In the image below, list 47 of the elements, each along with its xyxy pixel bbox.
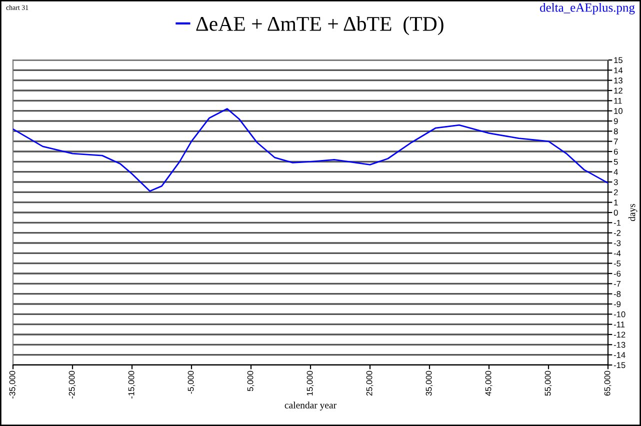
y-tick-label: -4	[614, 250, 621, 256]
y-tick-label: -2	[614, 230, 621, 236]
y-tick-label: 4	[614, 169, 618, 175]
y-tick-label: -1	[614, 220, 621, 226]
y-axis-title: days	[628, 204, 638, 222]
x-tick-label: -5,000	[188, 370, 195, 394]
y-tick-label: 0	[614, 210, 618, 216]
x-tick-label: -35,000	[9, 370, 16, 398]
y-tick-label: -15	[614, 362, 626, 368]
y-tick-label: 5	[614, 158, 618, 165]
y-tick-label: -9	[614, 301, 621, 308]
x-tick-label: -25,000	[68, 370, 76, 398]
y-tick-label: 1	[614, 200, 618, 206]
y-tick-label: -11	[614, 322, 625, 328]
x-tick-label: -15,000	[128, 370, 136, 398]
y-tick-label: -10	[614, 311, 626, 318]
y-tick-label: -6	[614, 270, 621, 277]
y-tick-label: 7	[614, 138, 618, 144]
y-tick-label: 13	[614, 78, 622, 84]
y-tick-label: 2	[614, 189, 618, 196]
y-tick-label: 8	[614, 128, 618, 134]
y-tick-label: -3	[614, 240, 621, 246]
y-tick-label: 14	[614, 67, 623, 74]
y-tick-label: 9	[614, 118, 618, 124]
y-tick-label: -13	[614, 342, 626, 348]
y-tick-label: 11	[614, 98, 622, 104]
x-tick-label: 25,000	[366, 370, 374, 396]
line-series	[13, 108, 608, 192]
text: delta_eAEplus.png	[540, 3, 635, 14]
x-axis-title: calendar year	[284, 402, 336, 410]
y-tick-label: 15	[614, 57, 622, 64]
y-tick-label: 12	[614, 88, 622, 94]
x-tick-label: 45,000	[485, 370, 492, 396]
x-tick-label: 65,000	[604, 370, 612, 396]
y-tick-label: 6	[614, 148, 618, 155]
x-tick-label: 55,000	[544, 370, 552, 396]
y-tick-label: -7	[614, 280, 621, 287]
y-tick-label: -12	[614, 332, 626, 338]
y-tick-label: 10	[614, 108, 622, 114]
legend-label: ΔeAE + ΔmTE + ΔbTE (TD)	[196, 16, 444, 36]
y-tick-label: -14	[614, 352, 626, 358]
y-tick-label: -5	[614, 260, 621, 266]
x-tick-label: 15,000	[306, 370, 314, 396]
y-tick-label: 3	[614, 179, 618, 186]
x-tick-label: 5,000	[247, 370, 254, 392]
y-tick-label: -8	[614, 291, 621, 297]
x-tick-label: 35,000	[426, 370, 433, 396]
